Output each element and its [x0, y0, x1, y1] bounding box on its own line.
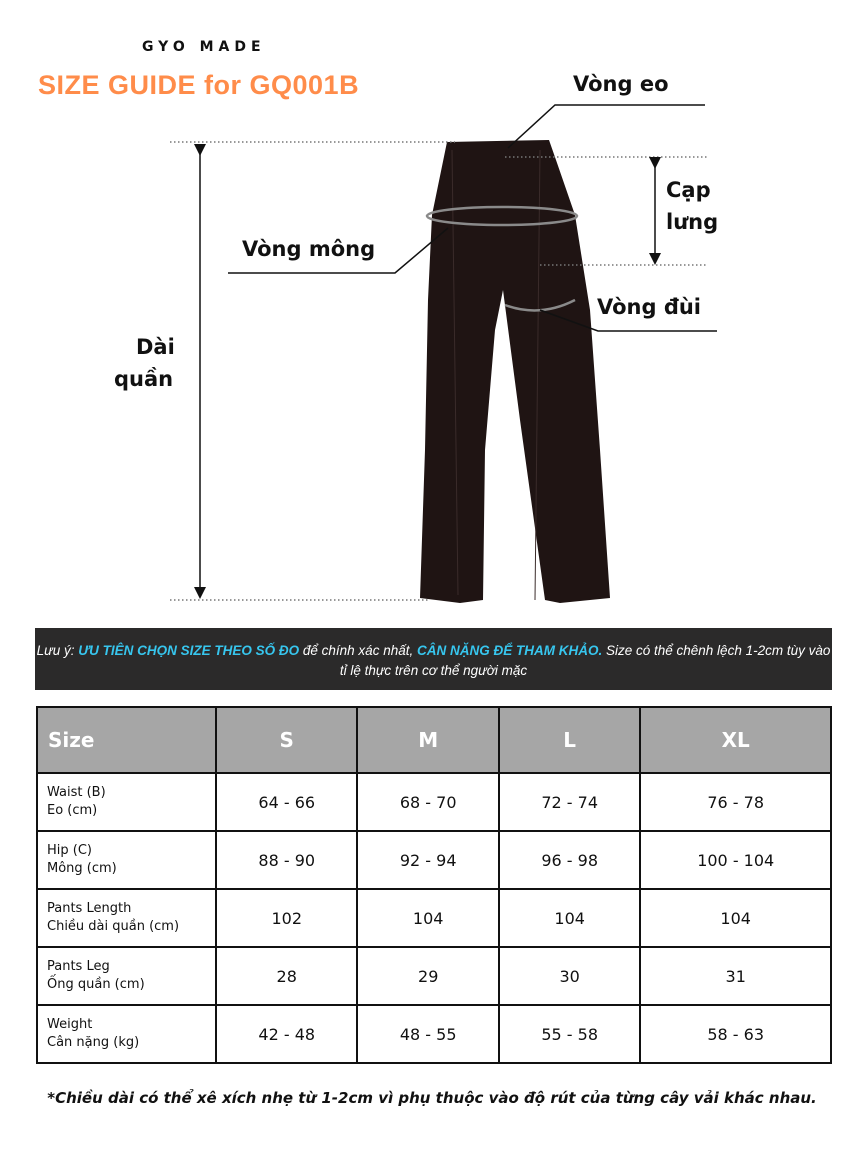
row-label-en: Waist (B)	[47, 785, 106, 800]
table-row: Weight Cân nặng (kg) 42 - 48 48 - 55 55 - 58…	[36, 1004, 832, 1064]
row-label-vi: Chiều dài quần (cm)	[47, 919, 180, 934]
note-highlight-weight: CÂN NẶNG ĐỂ THAM KHẢO.	[416, 643, 603, 658]
table-header: Size S M L XL	[36, 706, 832, 774]
table-cell: 28	[214, 946, 359, 1006]
table-cell: 42 - 48	[214, 1004, 359, 1064]
thigh-label: Vòng đùi	[597, 295, 702, 319]
table-cell: 48 - 55	[356, 1004, 500, 1064]
row-label-en: Pants Leg	[47, 959, 110, 974]
table-cell: 68 - 70	[356, 772, 500, 832]
waist-label: Vòng eo	[573, 72, 669, 96]
table-cell: 92 - 94	[356, 830, 500, 890]
note-banner: Lưu ý: ƯU TIÊN CHỌN SIZE THEO SỐ ĐO để c…	[35, 628, 832, 690]
note-suffix: Size có thể chênh lệch 1-2cm tùy vào tỉ …	[339, 643, 831, 678]
row-label: Waist (B) Eo (cm)	[36, 772, 217, 832]
row-label: Pants Leg Ống quần (cm)	[36, 946, 217, 1006]
header-l: L	[497, 706, 642, 774]
rise-label-1: Cạp	[666, 178, 711, 202]
header-s: S	[214, 706, 359, 774]
table-cell: 64 - 66	[214, 772, 359, 832]
table-row: Waist (B) Eo (cm) 64 - 66 68 - 70 72 - 74 76 …	[36, 772, 832, 832]
size-table: Size S M L XL Waist (B) Eo (cm) 64 - 66 68 …	[36, 706, 832, 1064]
row-label-vi: Eo (cm)	[47, 803, 98, 818]
row-label-en: Pants Length	[47, 901, 132, 916]
table-cell: 30	[497, 946, 642, 1006]
row-label-vi: Ống quần (cm)	[47, 977, 145, 992]
table-cell: 72 - 74	[497, 772, 642, 832]
header-xl: XL	[639, 706, 832, 774]
row-label: Pants Length Chiều dài quần (cm)	[36, 888, 217, 948]
page-title: SIZE GUIDE for GQ001B	[38, 70, 360, 100]
pants-illustration	[420, 140, 610, 603]
hip-label: Vòng mông	[242, 237, 376, 261]
note-middle: để chính xác nhất,	[299, 643, 417, 658]
pants-diagram	[170, 104, 717, 603]
table-cell: 31	[639, 946, 832, 1006]
table-cell: 104	[639, 888, 832, 948]
row-label-en: Weight	[47, 1017, 93, 1032]
table-cell: 100 - 104	[639, 830, 832, 890]
table-cell: 88 - 90	[214, 830, 359, 890]
footnote: *Chiều dài có thể xê xích nhẹ từ 1-2cm v…	[47, 1089, 817, 1107]
table-cell: 104	[356, 888, 500, 948]
length-label-2: quần	[114, 367, 174, 391]
note-highlight-measure: ƯU TIÊN CHỌN SIZE THEO SỐ ĐO	[78, 643, 300, 658]
length-label-1: Dài	[136, 335, 175, 359]
table-row: Pants Leg Ống quần (cm) 28 29 30 31	[36, 946, 832, 1006]
table-cell: 55 - 58	[497, 1004, 642, 1064]
header-m: M	[356, 706, 500, 774]
header-size: Size	[36, 706, 217, 774]
note-prefix: Lưu ý:	[36, 643, 79, 658]
table-row: Pants Length Chiều dài quần (cm) 102 104 104…	[36, 888, 832, 948]
table-cell: 76 - 78	[639, 772, 832, 832]
table-cell: 96 - 98	[497, 830, 642, 890]
row-label-vi: Mông (cm)	[47, 861, 117, 876]
row-label-en: Hip (C)	[47, 843, 92, 858]
table-cell: 29	[356, 946, 500, 1006]
table-cell: 102	[214, 888, 359, 948]
table-cell: 104	[497, 888, 642, 948]
table-row: Hip (C) Mông (cm) 88 - 90 92 - 94 96 - 98 100…	[36, 830, 832, 890]
brand-name: GYO MADE	[142, 39, 266, 55]
rise-label-2: lưng	[666, 210, 719, 234]
row-label: Hip (C) Mông (cm)	[36, 830, 217, 890]
table-cell: 58 - 63	[639, 1004, 832, 1064]
row-label: Weight Cân nặng (kg)	[36, 1004, 217, 1064]
row-label-vi: Cân nặng (kg)	[47, 1035, 140, 1050]
